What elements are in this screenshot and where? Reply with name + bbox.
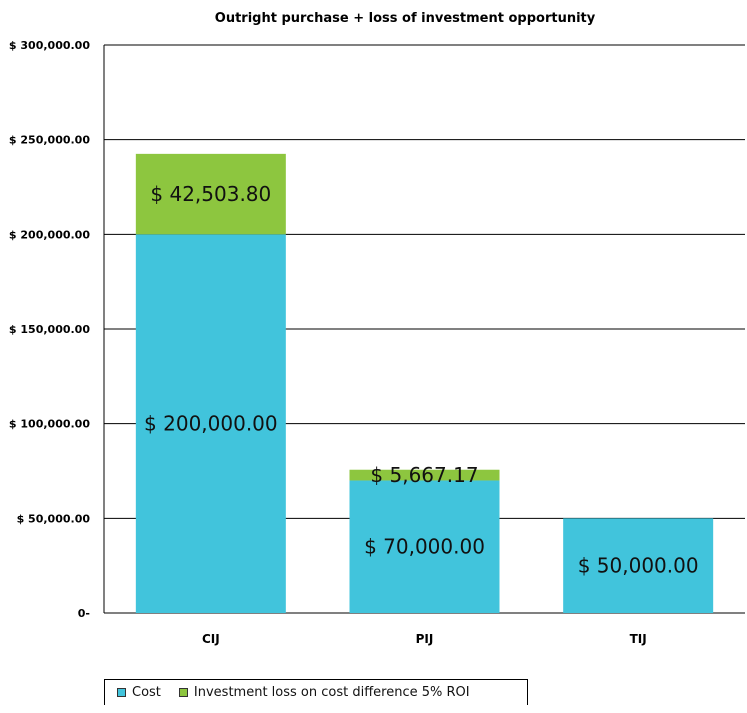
legend-swatch-investment-loss xyxy=(178,688,188,697)
y-axis: 0- $ 50,000.00 $ 100,000.00 $ 150,000.00 $ 2… xyxy=(9,39,90,620)
x-tick-label: CIJ xyxy=(202,632,220,646)
y-tick-label: $ 200,000.00 xyxy=(9,228,90,241)
chart-title: Outright purchase + loss of investment o… xyxy=(215,11,596,26)
y-tick-label: $ 300,000.00 xyxy=(9,39,90,52)
bar-cij-series-1 xyxy=(135,153,286,235)
bar-pij-series-1 xyxy=(349,469,500,481)
data-label: $ 70,000.00 xyxy=(364,535,485,559)
bars xyxy=(135,153,714,614)
legend: Cost Investment loss on cost difference … xyxy=(104,679,528,705)
legend-label-cost: Cost xyxy=(132,685,161,700)
x-tick-label: TIJ xyxy=(630,632,647,646)
x-axis: CIJ PIJ TIJ xyxy=(202,632,647,646)
bar-pij-series-0 xyxy=(349,480,500,613)
data-label: $ 200,000.00 xyxy=(144,412,278,436)
y-tick-label: $ 50,000.00 xyxy=(17,512,91,525)
x-tick-label: PIJ xyxy=(416,632,434,646)
y-tick-label: $ 150,000.00 xyxy=(9,323,90,336)
chart: Outright purchase + loss of investment o… xyxy=(9,11,745,646)
legend-label-investment-loss: Investment loss on cost difference 5% RO… xyxy=(193,685,470,700)
y-tick-label: $ 100,000.00 xyxy=(9,418,90,431)
y-tick-label: 0- xyxy=(78,607,90,620)
data-labels: $ 200,000.00 $ 42,503.80 $ 70,000.00 $ 5,66… xyxy=(144,182,699,578)
legend-swatch-cost xyxy=(117,688,126,697)
legend-item-cost: Cost xyxy=(117,685,161,700)
data-label: $ 42,503.80 xyxy=(150,182,271,206)
bar-tij-series-0 xyxy=(563,518,714,613)
bar-cij-series-0 xyxy=(135,234,286,614)
data-label: $ 50,000.00 xyxy=(578,554,699,578)
data-label: $ 5,667.17 xyxy=(370,463,478,487)
legend-item-investment-loss: Investment loss on cost difference 5% RO… xyxy=(178,685,470,700)
y-tick-label: $ 250,000.00 xyxy=(9,134,90,147)
